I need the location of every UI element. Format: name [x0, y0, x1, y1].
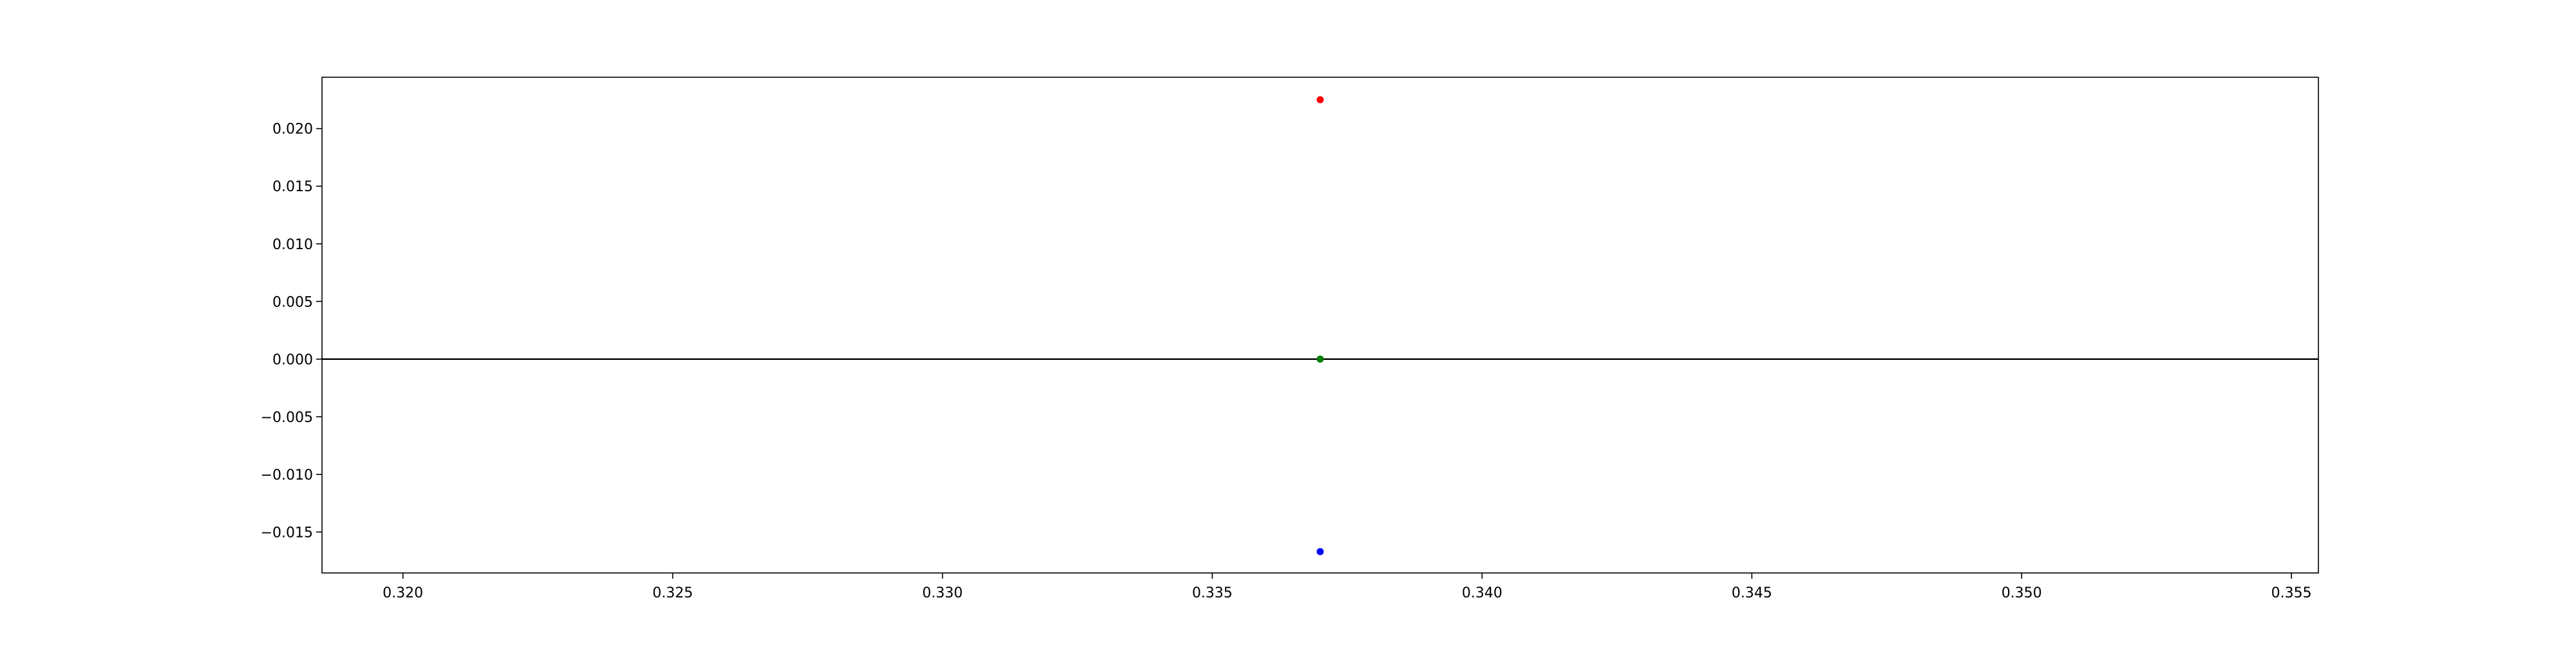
x-tick-label: 0.330: [922, 585, 963, 601]
y-tick-label: −0.005: [261, 409, 313, 426]
plot-frame: [321, 77, 2319, 574]
y-tick-label: 0.005: [272, 294, 313, 310]
y-tick-label: 0.000: [272, 352, 313, 368]
data-points: [1316, 96, 1324, 556]
x-tick-label: 0.355: [2271, 585, 2312, 601]
x-tick-label: 0.345: [1732, 585, 1772, 601]
x-tick-label: 0.335: [1192, 585, 1233, 601]
y-axis-ticks: −0.015 −0.010 −0.005 0.000 0.005 0.010 0.015 0.…: [261, 122, 322, 541]
x-tick-label: 0.350: [2002, 585, 2042, 601]
y-tick-label: −0.015: [261, 525, 313, 541]
y-tick-label: −0.010: [261, 467, 313, 483]
x-tick-label: 0.325: [652, 585, 693, 601]
x-axis-ticks: 0.320 0.325 0.330 0.335 0.340 0.345 0.350 0.355: [383, 573, 2312, 601]
plot-background: [322, 77, 2318, 573]
data-point: [1316, 548, 1324, 556]
y-tick-label: 0.020: [272, 122, 313, 138]
x-tick-label: 0.340: [1462, 585, 1502, 601]
y-tick-label: 0.010: [272, 237, 313, 253]
data-point: [1316, 96, 1324, 104]
y-tick-label: 0.015: [272, 179, 313, 195]
x-tick-label: 0.320: [383, 585, 423, 601]
data-point: [1316, 355, 1324, 363]
